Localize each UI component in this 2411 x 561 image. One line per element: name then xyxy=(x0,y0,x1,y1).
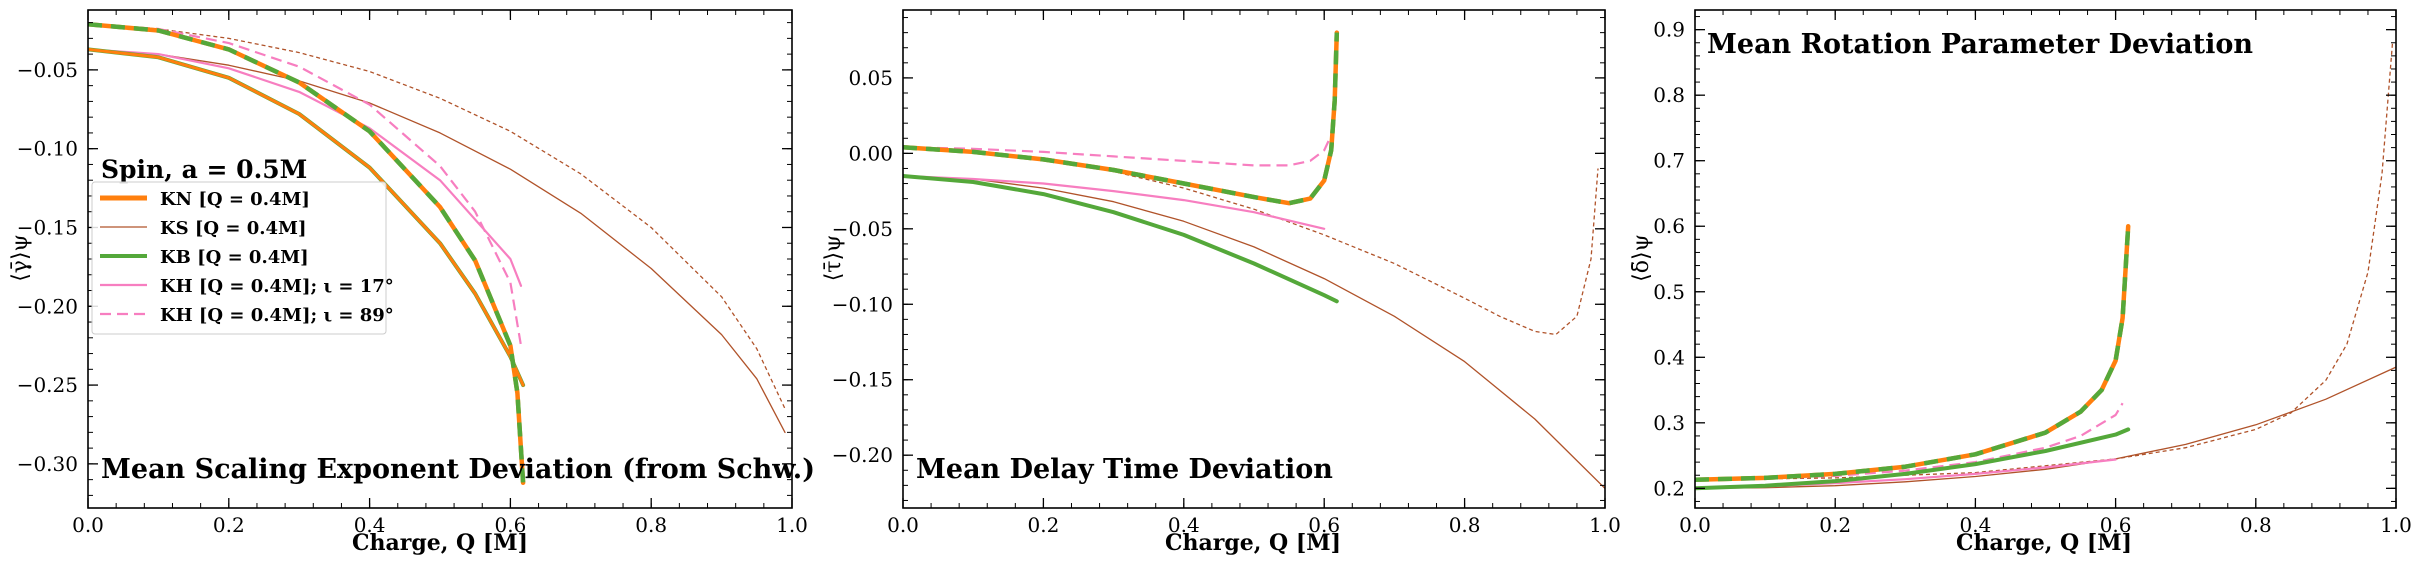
y-tick-label: −0.15 xyxy=(832,368,893,392)
panel-3-marks: 0.0 0.2 0.4 0.6 0.8 1.0 0.2 0.3 0.4 0.5 0.6 0.7 0.8 0… xyxy=(1653,9,2411,537)
x-tick-label: 0.4 xyxy=(354,513,386,537)
panel-3-frame xyxy=(1694,9,2397,509)
panel-1-title: Mean Scaling Exponent Deviation (from Sc… xyxy=(101,454,815,485)
panel-3-series xyxy=(1695,42,2396,491)
y-tick-label: 0.6 xyxy=(1653,214,1685,238)
y-tick-label: 0.5 xyxy=(1653,280,1685,304)
x-tick-label: 0.2 xyxy=(213,513,245,537)
series-kh-17 xyxy=(88,48,523,287)
y-tick-label: 0.8 xyxy=(1653,83,1685,107)
series-ks-equatorial xyxy=(903,175,1605,490)
panel-delay-time: 0.0 0.2 0.4 0.6 0.8 1.0 −0.20 −0.15 −0.10 −0.05 0.… xyxy=(821,9,1621,556)
y-tick-label: 0.4 xyxy=(1653,345,1685,369)
y-tick-label: −0.05 xyxy=(832,217,893,241)
y-tick-label: −0.25 xyxy=(17,373,78,397)
series-kb-equatorial xyxy=(903,174,1339,304)
legend-label: KH [Q = 0.4M]; ι = 17° xyxy=(160,276,394,297)
x-tick-label: 1.0 xyxy=(776,513,808,537)
panel-2-marks: 0.0 0.2 0.4 0.6 0.8 1.0 −0.20 −0.15 −0.10 −0.05 0.… xyxy=(832,9,1621,537)
panel-1-ylabel: ⟨γ̄⟩ψ xyxy=(8,234,33,282)
x-tick-label: 0.8 xyxy=(2240,513,2272,537)
y-tick-label: 0.05 xyxy=(848,66,893,90)
series-kb-polar xyxy=(88,21,526,483)
legend-title: Spin, a = 0.5M xyxy=(101,155,307,184)
x-tick-label: 0.0 xyxy=(1679,513,1711,537)
x-tick-label: 0.0 xyxy=(72,513,104,537)
panel-scaling-exponent: 0.0 0.2 0.4 0.6 0.8 1.0 −0.30 −0.25 −0.20 −0.15 −0… xyxy=(8,9,815,556)
x-tick-label: 0.2 xyxy=(1819,513,1851,537)
series-kh-89 xyxy=(88,23,523,346)
y-tick-label: −0.30 xyxy=(17,452,78,476)
series-kn-polar xyxy=(903,30,1340,206)
panel-2-xlabel: Charge, Q [M] xyxy=(1165,530,1341,556)
series-ks-equatorial xyxy=(1695,366,2396,489)
x-tick-label: 0.4 xyxy=(1168,513,1200,537)
y-tick-label: 0.00 xyxy=(848,141,893,165)
panel-2-series xyxy=(903,30,1605,490)
series-ks-equatorial xyxy=(88,48,786,434)
panel-rotation-parameter: 0.0 0.2 0.4 0.6 0.8 1.0 0.2 0.3 0.4 0.5 0.6 0.7 0.8 0… xyxy=(1629,9,2411,556)
x-tick-label: 1.0 xyxy=(2380,513,2411,537)
legend-label: KN [Q = 0.4M] xyxy=(160,189,310,210)
legend-label: KB [Q = 0.4M] xyxy=(160,247,309,268)
legend-box xyxy=(91,181,387,335)
x-tick-label: 0.6 xyxy=(1308,513,1340,537)
series-ks-polar xyxy=(1695,42,2394,481)
y-tick-label: −0.15 xyxy=(17,215,78,239)
y-tick-label: −0.10 xyxy=(17,137,78,161)
legend: Spin, a = 0.5M KN [Q = 0.4M] KS [Q = 0.4M… xyxy=(91,155,394,335)
y-tick-label: −0.20 xyxy=(17,294,78,318)
series-kb-polar xyxy=(1695,226,2131,483)
panel-2-title: Mean Delay Time Deviation xyxy=(916,454,1333,485)
y-tick-label: −0.05 xyxy=(17,58,78,82)
y-tick-label: 0.2 xyxy=(1653,476,1685,500)
series-kb-equatorial xyxy=(1695,427,2131,491)
y-tick-label: 0.9 xyxy=(1653,18,1685,42)
x-tick-label: 0.4 xyxy=(1959,513,1991,537)
x-tick-label: 0.8 xyxy=(635,513,667,537)
panel-1-series xyxy=(88,21,786,486)
series-kn-polar xyxy=(1695,223,2131,483)
panel-1-xlabel: Charge, Q [M] xyxy=(352,530,528,556)
panel-3-title: Mean Rotation Parameter Deviation xyxy=(1707,29,2253,60)
panel-2-frame xyxy=(902,9,1606,509)
panel-3-xlabel: Charge, Q [M] xyxy=(1956,530,2132,556)
y-tick-label: −0.20 xyxy=(832,443,893,467)
x-tick-label: 0.6 xyxy=(494,513,526,537)
y-tick-label: −0.10 xyxy=(832,292,893,316)
legend-label: KH [Q = 0.4M]; ι = 89° xyxy=(160,305,394,326)
x-tick-label: 0.8 xyxy=(1449,513,1481,537)
legend-label: KS [Q = 0.4M] xyxy=(160,218,306,239)
panel-2-ylabel: ⟨τ̄⟩ψ xyxy=(821,235,846,282)
legend-entries: KN [Q = 0.4M] KS [Q = 0.4M] KB [Q = 0.4M] K… xyxy=(91,181,394,335)
series-kh-89 xyxy=(903,134,1333,167)
x-tick-label: 0.2 xyxy=(1027,513,1059,537)
x-tick-label: 0.6 xyxy=(2100,513,2132,537)
series-ks-polar xyxy=(903,146,1599,336)
series-kn-equatorial xyxy=(88,47,525,387)
y-tick-label: 0.7 xyxy=(1653,149,1685,173)
panel-3-ylabel: ⟨δ̄⟩ψ xyxy=(1629,234,1654,282)
series-ks-polar xyxy=(88,23,786,409)
x-tick-label: 0.0 xyxy=(887,513,919,537)
series-kb-polar xyxy=(903,32,1340,206)
series-kh-17 xyxy=(903,174,1326,230)
x-tick-label: 1.0 xyxy=(1589,513,1621,537)
y-tick-label: 0.3 xyxy=(1653,411,1685,435)
panel-1-marks: 0.0 0.2 0.4 0.6 0.8 1.0 −0.30 −0.25 −0.20 −0.15 −0… xyxy=(17,9,808,537)
